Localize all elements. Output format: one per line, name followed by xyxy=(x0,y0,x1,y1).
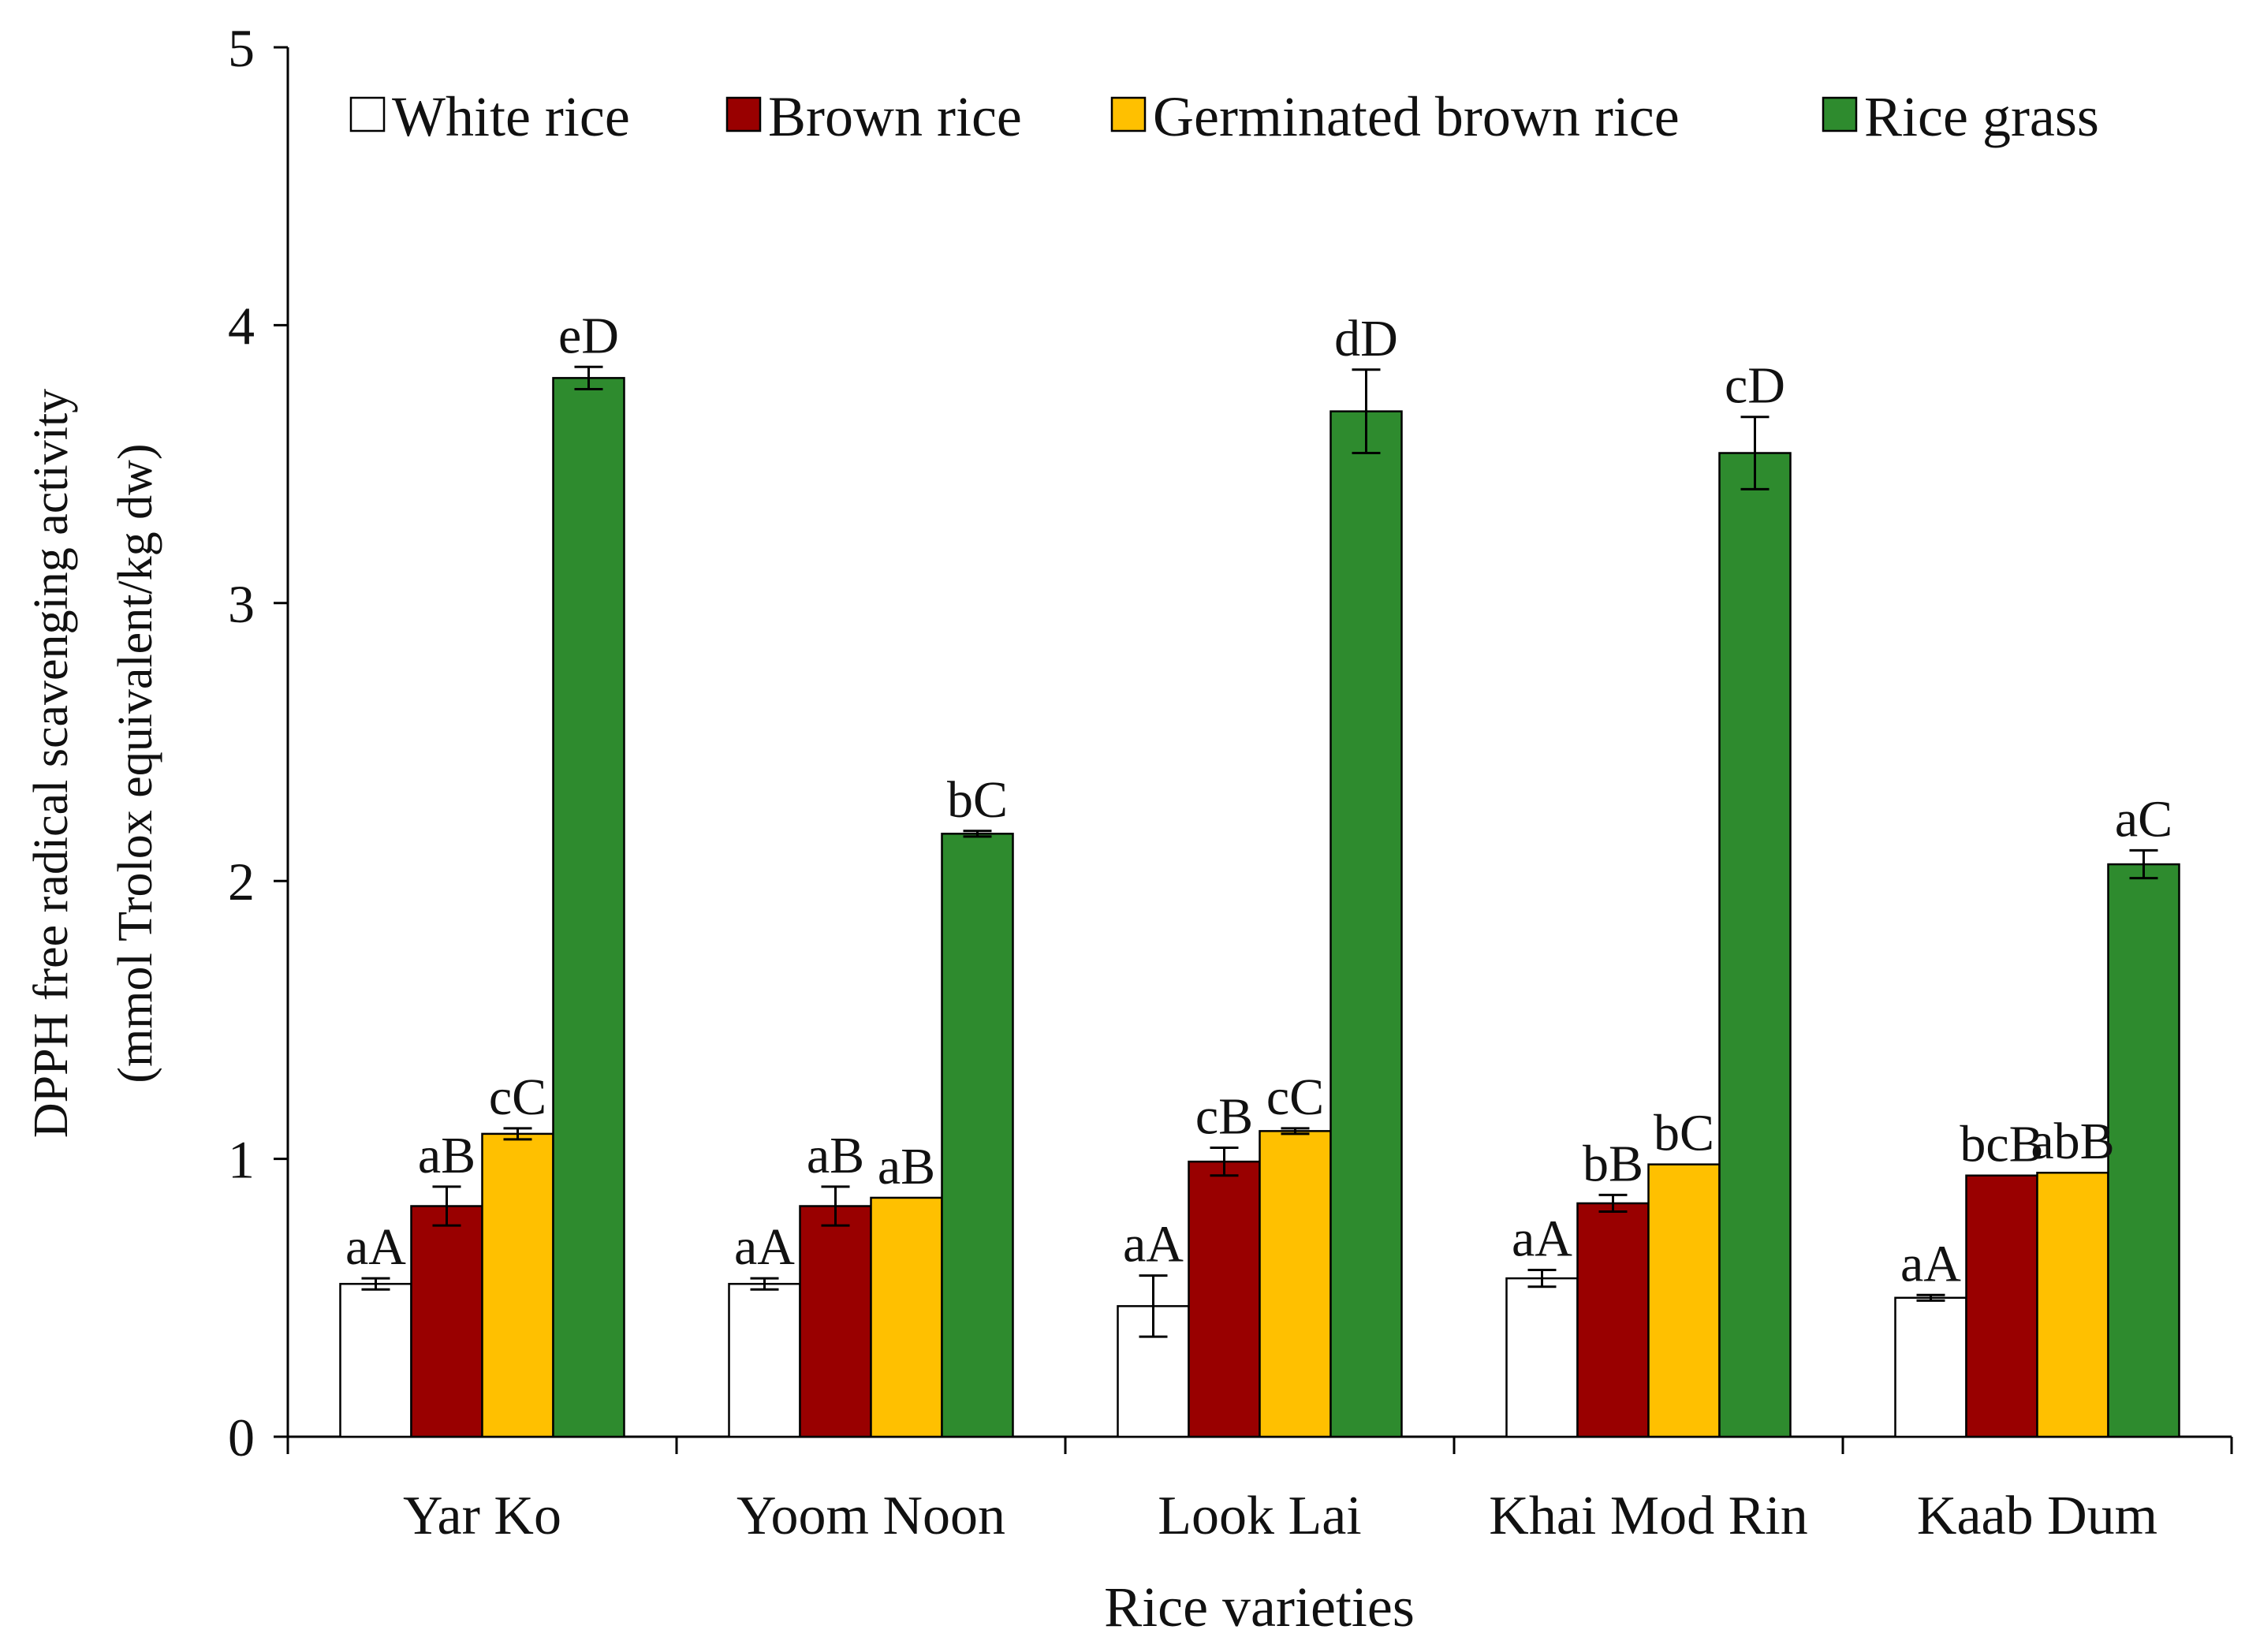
bar xyxy=(481,1132,554,1438)
bar xyxy=(941,833,1014,1438)
bar xyxy=(2036,1171,2109,1438)
y-tick-label: 3 xyxy=(228,574,255,634)
bar xyxy=(1259,1130,1332,1438)
y-axis-title-line1: DPPH free radical scavenging activity xyxy=(24,389,78,1138)
bar xyxy=(728,1282,801,1438)
y-tick-label: 5 xyxy=(228,18,255,78)
bar xyxy=(870,1196,943,1438)
x-tick-label: Khai Mod Rin xyxy=(1489,1486,1807,1546)
significance-label: aB xyxy=(418,1127,475,1184)
significance-label: cD xyxy=(1725,357,1785,415)
legend-swatch xyxy=(349,96,386,132)
significance-label: bB xyxy=(1583,1135,1643,1192)
legend: White rice Brown rice Germinated brown ric… xyxy=(349,85,2099,148)
significance-label: dD xyxy=(1334,310,1398,367)
x-tick-label: Kaab Dum xyxy=(1917,1486,2157,1546)
bar xyxy=(1576,1202,1650,1438)
legend-label: White rice xyxy=(392,85,630,148)
significance-label: aB xyxy=(807,1127,864,1184)
x-tick-label: Look Lai xyxy=(1158,1486,1362,1546)
significance-label: aC xyxy=(2115,790,2172,848)
significance-label: aB xyxy=(878,1138,935,1195)
legend-label: Brown rice xyxy=(768,85,1022,148)
significance-label: cC xyxy=(1266,1068,1324,1126)
bar xyxy=(2107,863,2180,1438)
bar xyxy=(1329,410,1403,1438)
significance-label: abB xyxy=(2031,1113,2114,1170)
legend-label: Germinated brown rice xyxy=(1153,85,1680,148)
significance-label: aA xyxy=(1123,1216,1184,1273)
x-tick-label: Yoom Noon xyxy=(737,1486,1005,1546)
x-tick-label: Yar Ko xyxy=(403,1486,561,1546)
significance-label: cC xyxy=(489,1068,546,1126)
bar xyxy=(552,377,625,1438)
y-tick-label: 0 xyxy=(228,1408,255,1467)
legend-swatch xyxy=(725,96,762,132)
significance-label: aA xyxy=(734,1218,795,1276)
significance-label: aA xyxy=(1512,1210,1572,1268)
y-tick-label: 4 xyxy=(228,296,255,356)
bar xyxy=(1718,452,1792,1438)
significance-label: bcB xyxy=(1960,1116,2043,1173)
significance-label: aA xyxy=(345,1218,406,1276)
significance-label: bC xyxy=(1654,1105,1714,1162)
bar xyxy=(410,1205,483,1438)
bars-layer xyxy=(339,365,2180,1438)
legend-label: Rice grass xyxy=(1864,85,2099,148)
significance-label: aA xyxy=(1900,1235,1961,1292)
bar xyxy=(1894,1296,1967,1438)
legend-swatch xyxy=(1110,96,1147,132)
legend-swatch xyxy=(1822,96,1858,132)
bar xyxy=(1965,1174,2038,1438)
bar xyxy=(799,1205,872,1438)
significance-label: cB xyxy=(1195,1088,1253,1146)
significance-label: bC xyxy=(947,771,1008,829)
bar xyxy=(1505,1277,1579,1438)
axes-layer: 0 1 2 3 4 5 Yar Ko Yoom Noon Look Lai Khai Mod Ri… xyxy=(228,18,2233,1546)
bar xyxy=(1188,1160,1261,1438)
bar xyxy=(1647,1163,1721,1438)
y-tick-label: 1 xyxy=(228,1130,255,1190)
y-tick-label: 2 xyxy=(228,852,255,912)
significance-label: eD xyxy=(558,307,619,364)
bar xyxy=(339,1282,412,1438)
y-axis-title-line2: (mmol Trolox equivalent/kg dw) xyxy=(109,443,162,1083)
x-axis-title: Rice varieties xyxy=(1104,1576,1415,1639)
